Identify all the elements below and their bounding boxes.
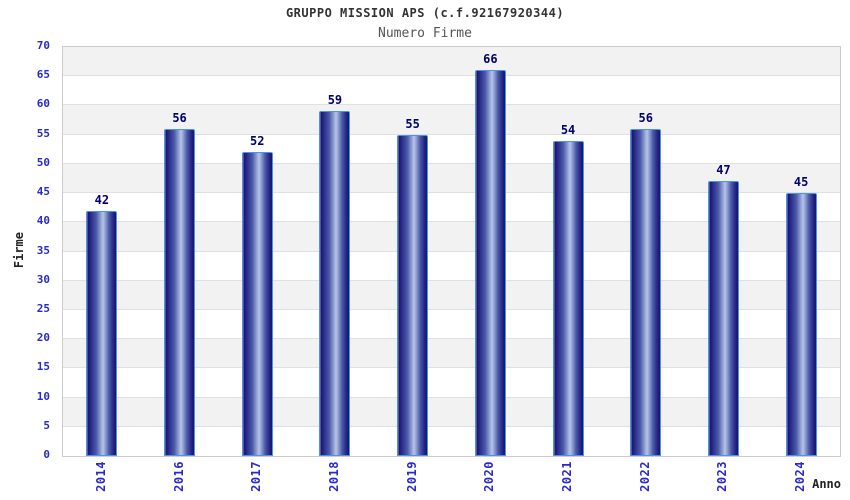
bar-2014 [86, 210, 118, 456]
y-tick-label: 65 [36, 68, 50, 82]
bar-2016 [164, 128, 196, 456]
x-tick-slot: 2014 [62, 461, 140, 500]
y-tick-label: 0 [43, 448, 50, 461]
y-tick-label: 20 [36, 331, 50, 345]
y-tick-label: 15 [36, 360, 50, 374]
y-tick-label: 5 [43, 418, 50, 432]
gridline [63, 338, 840, 340]
bar-value-label: 66 [483, 52, 498, 67]
x-tick-label: 2014 [93, 461, 108, 492]
gridline [63, 133, 840, 135]
x-tick-label: 2017 [249, 461, 264, 492]
gridline [63, 75, 840, 77]
x-tick-slot: 2017 [217, 461, 295, 500]
y-tick-label: 10 [36, 389, 50, 403]
y-tick-label: 30 [36, 272, 50, 286]
y-tick-label: 50 [36, 155, 50, 169]
x-tick-label: 2024 [793, 461, 808, 492]
bar-value-label: 59 [327, 93, 343, 108]
gridline [63, 104, 840, 106]
bar-value-label: 56 [638, 110, 653, 125]
x-tick-label: 2016 [171, 461, 186, 492]
x-tick-label: 2018 [326, 461, 341, 492]
bar-2023 [707, 181, 739, 456]
bar-value-label: 54 [560, 122, 576, 137]
x-tick-slot: 2020 [451, 461, 529, 500]
y-tick-label: 45 [36, 185, 50, 199]
x-tick-label: 2019 [404, 461, 419, 492]
gridline [63, 367, 840, 369]
gridline [63, 308, 840, 310]
gridline [63, 279, 840, 281]
gridline [63, 192, 840, 194]
x-tick-slot: 2023 [684, 461, 762, 500]
bar-2024 [785, 193, 817, 456]
bar-2018 [319, 111, 351, 456]
x-tick-slot: 2021 [528, 461, 606, 500]
bar-2020 [474, 70, 506, 456]
x-tick-label: 2020 [482, 461, 497, 492]
plot-band [63, 47, 840, 77]
gridline [63, 250, 840, 252]
x-tick-slot: 2019 [373, 461, 451, 500]
gridline [63, 221, 840, 223]
bar-value-label: 52 [250, 134, 265, 149]
x-tick-slot: 2022 [606, 461, 684, 500]
bar-value-label: 47 [716, 163, 731, 178]
gridline [63, 396, 840, 398]
bar-value-label: 45 [793, 175, 809, 190]
chart-subtitle: Numero Firme [378, 26, 472, 41]
chart-title: GRUPPO MISSION APS (c.f.92167920344) [285, 6, 565, 20]
y-tick-label: 60 [36, 97, 50, 111]
bar-2017 [241, 152, 273, 456]
gridline [63, 425, 840, 427]
bar-2021 [552, 140, 584, 456]
y-tick-label: 25 [36, 301, 50, 315]
x-tick-label: 2022 [637, 461, 652, 492]
y-tick-label: 55 [36, 126, 50, 140]
bar-value-label: 55 [405, 116, 420, 131]
y-tick-label: 40 [36, 214, 50, 228]
x-tick-label: 2021 [560, 461, 575, 492]
bar-2022 [630, 128, 662, 456]
y-tick-label: 70 [36, 39, 50, 52]
bar-value-label: 56 [172, 110, 187, 125]
y-tick-label: 35 [36, 243, 50, 257]
x-tick-slot: 2018 [295, 461, 373, 500]
plot-area: 42 56 52 59 55 66 54 56 47 45 [62, 46, 841, 457]
x-axis-ticks: 2014 2016 2017 2018 2019 2020 2021 2022 2023 2024 [62, 461, 839, 500]
x-tick-label: 2023 [715, 461, 730, 492]
bar-2019 [397, 134, 429, 456]
gridline [63, 162, 840, 164]
plot-band [63, 76, 840, 106]
x-axis-title: Anno [812, 477, 841, 491]
x-tick-slot: 2016 [140, 461, 218, 500]
bar-value-label: 42 [94, 192, 110, 207]
